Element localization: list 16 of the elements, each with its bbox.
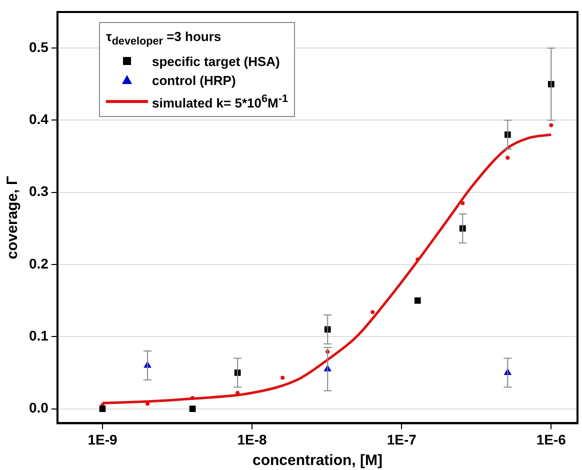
- x-tick-label: 1E-8: [237, 431, 268, 448]
- x-tick-label: 1E-7: [386, 431, 417, 448]
- y-tick-label: 0.4: [28, 111, 49, 128]
- x-tick-label: 1E-6: [536, 431, 566, 448]
- legend-title: τ$_{developer}$ =3 hours: [106, 28, 222, 50]
- y-tick-label: 0.0: [28, 400, 49, 416]
- y-axis-title: coverage, Γ: [4, 176, 22, 260]
- y-tick-label: 0.2: [28, 255, 49, 272]
- y-tick-label: 0.3: [28, 183, 49, 200]
- legend-label: simulated k= 5*10$^{6}$M$^{-1}$: [152, 92, 288, 112]
- y-tick-label: 0.5: [28, 38, 49, 55]
- x-axis-title: concentration, [M]: [252, 452, 382, 470]
- legend-label: specific target (HSA): [152, 52, 280, 71]
- x-tick-label: 1E-9: [88, 431, 118, 448]
- legend-label: control (HRP): [152, 72, 236, 90]
- y-tick-label: 0.1: [28, 327, 49, 344]
